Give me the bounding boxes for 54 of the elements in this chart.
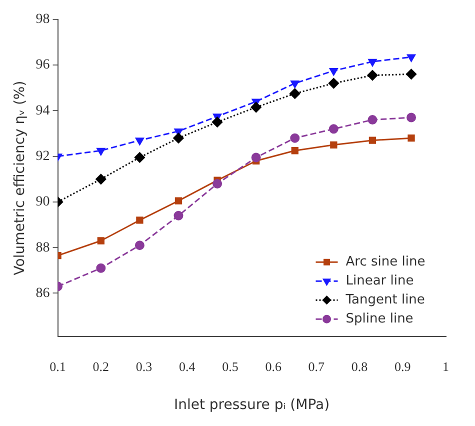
point — [367, 70, 378, 81]
y-axis-title: Volumetric efficiency ηᵥ (%) — [12, 80, 28, 276]
y-tick-label: 90 — [36, 194, 50, 210]
point — [290, 133, 300, 143]
legend-label: Linear line — [346, 273, 414, 288]
point — [251, 152, 261, 162]
point — [329, 68, 338, 76]
point — [368, 58, 377, 66]
x-tick-label: 0.9 — [394, 358, 411, 374]
x-tick-label: 0.8 — [351, 358, 368, 374]
x-tick-label: 0.5 — [222, 358, 238, 374]
y-tick-label: 96 — [36, 58, 50, 73]
point — [173, 132, 184, 144]
point — [174, 210, 184, 220]
point — [407, 54, 416, 62]
point — [408, 134, 415, 142]
point — [406, 112, 416, 122]
legend-label: Spline line — [346, 311, 414, 326]
point — [368, 136, 376, 144]
legend-label: Arc sine line — [346, 254, 426, 270]
point — [135, 138, 144, 146]
x-tick-label: 0.1 — [50, 358, 66, 374]
x-tick-label: 1 — [442, 358, 449, 374]
point — [96, 263, 106, 273]
point — [96, 148, 106, 156]
point — [330, 141, 338, 148]
x-tick-label: 0.7 — [308, 358, 326, 374]
point — [174, 197, 182, 204]
point — [136, 216, 144, 224]
point — [328, 78, 339, 89]
point — [97, 237, 104, 244]
point — [96, 174, 106, 184]
point — [212, 178, 222, 188]
point — [212, 116, 223, 128]
point — [250, 102, 262, 113]
point — [134, 240, 144, 250]
point — [406, 68, 417, 80]
x-tick-label: 0.3 — [136, 358, 152, 374]
point — [368, 115, 378, 125]
point — [291, 147, 298, 154]
x-tick-label: 0.6 — [265, 358, 282, 374]
x-tick-label: 0.4 — [178, 358, 196, 374]
x-tick-label: 0.2 — [92, 358, 110, 374]
y-tick-label: 86 — [36, 286, 50, 301]
legend-label: Tangent line — [344, 292, 425, 308]
y-tick-label: 98 — [36, 12, 50, 28]
y-tick-label: 92 — [36, 148, 50, 164]
x-axis-title: Inlet pressure pᵢ (MPa) — [174, 397, 330, 414]
point — [290, 88, 300, 99]
point — [328, 124, 338, 134]
y-tick-label: 88 — [36, 240, 50, 256]
y-tick-label: 94 — [36, 103, 50, 118]
point — [290, 80, 300, 88]
point — [134, 152, 145, 163]
